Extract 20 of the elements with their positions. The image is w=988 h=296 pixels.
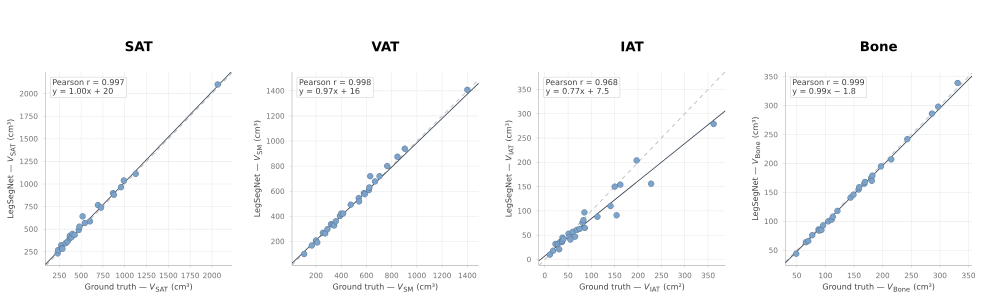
chart-title: VAT (372, 42, 400, 52)
y-axis-title: LegSegNet — V$_{IAT}$ (cm³) (505, 120, 514, 217)
annotation: Pearson r = 0.997 (53, 79, 124, 86)
annotation: y = 0.97x + 16 (299, 88, 360, 96)
annotation: y = 1.00x + 20 (52, 88, 113, 96)
x-axis-title: Ground truth — V$_{IAT}$ (cm²) (580, 283, 684, 292)
x-axis-title: Ground truth — V$_{SM}$ (cm³) (333, 283, 438, 292)
chart-title: IAT (622, 42, 644, 52)
annotation: Pearson r = 0.998 (300, 79, 371, 86)
chart-title: SAT (126, 41, 153, 52)
y-axis-title: LegSegNet — V$_{SM}$ (cm³) (254, 120, 262, 217)
y-axis-title: LegSegNet — V$_{SAT}$ (cm³) (7, 119, 16, 218)
chart-title: Bone (860, 41, 897, 52)
annotation: y = 0.99x − 1.8 (792, 88, 856, 96)
x-axis-title: Ground truth — V$_{Bone}$ (cm³) (822, 283, 934, 292)
annotation: y = 0.77x + 7.5 (546, 88, 608, 96)
y-axis-title: LegSegNet — V$_{Bone}$ (cm³) (752, 117, 760, 220)
annotation: Pearson r = 0.968 (546, 79, 618, 86)
annotation: Pearson r = 0.999 (793, 79, 864, 86)
x-axis-title: Ground truth — V$_{SAT}$ (cm³) (85, 283, 192, 292)
